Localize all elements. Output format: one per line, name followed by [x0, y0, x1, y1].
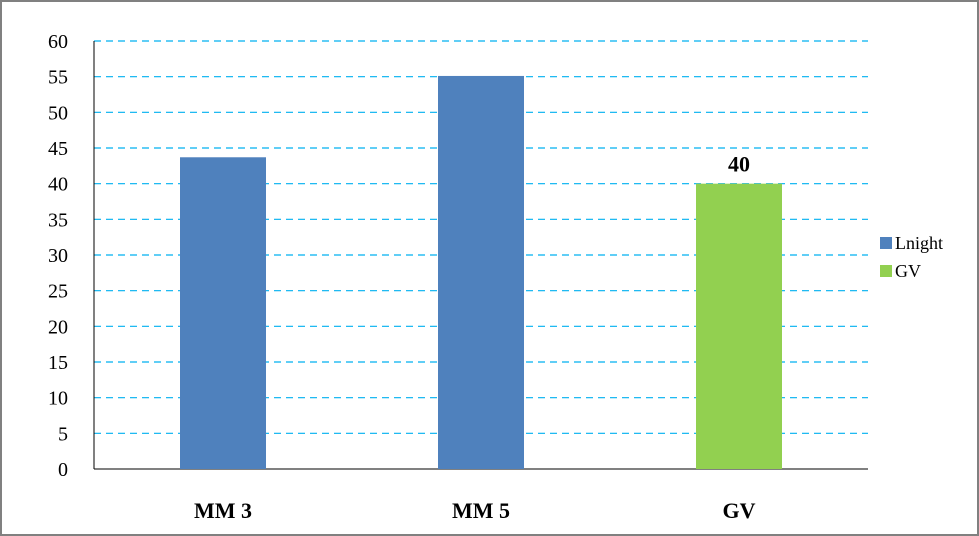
y-tick-label: 15	[48, 352, 68, 374]
bar-gv-gv	[696, 183, 782, 469]
y-tick-label: 5	[58, 423, 68, 445]
x-category-label: MM 5	[452, 498, 510, 523]
x-category-label: MM 3	[194, 498, 252, 523]
y-tick-label: 45	[48, 138, 68, 160]
y-tick-label: 20	[48, 316, 68, 338]
legend-swatch	[880, 237, 892, 249]
y-tick-label: 10	[48, 388, 68, 410]
legend-label: GV	[895, 261, 921, 281]
y-tick-label: 55	[48, 67, 68, 89]
y-tick-label: 35	[48, 209, 68, 231]
y-tick-label: 30	[48, 245, 68, 267]
y-tick-label: 25	[48, 281, 68, 303]
data-label: 40	[728, 152, 750, 177]
bar-lnight-mm-5	[438, 75, 524, 469]
y-tick-label: 60	[48, 31, 68, 53]
y-tick-label: 40	[48, 174, 68, 196]
y-tick-label: 50	[48, 102, 68, 124]
legend-swatch	[880, 265, 892, 277]
bar-lnight-mm-3	[180, 157, 266, 470]
x-category-label: GV	[723, 498, 756, 523]
legend-label: Lnight	[895, 233, 943, 253]
y-tick-label: 0	[58, 459, 68, 481]
